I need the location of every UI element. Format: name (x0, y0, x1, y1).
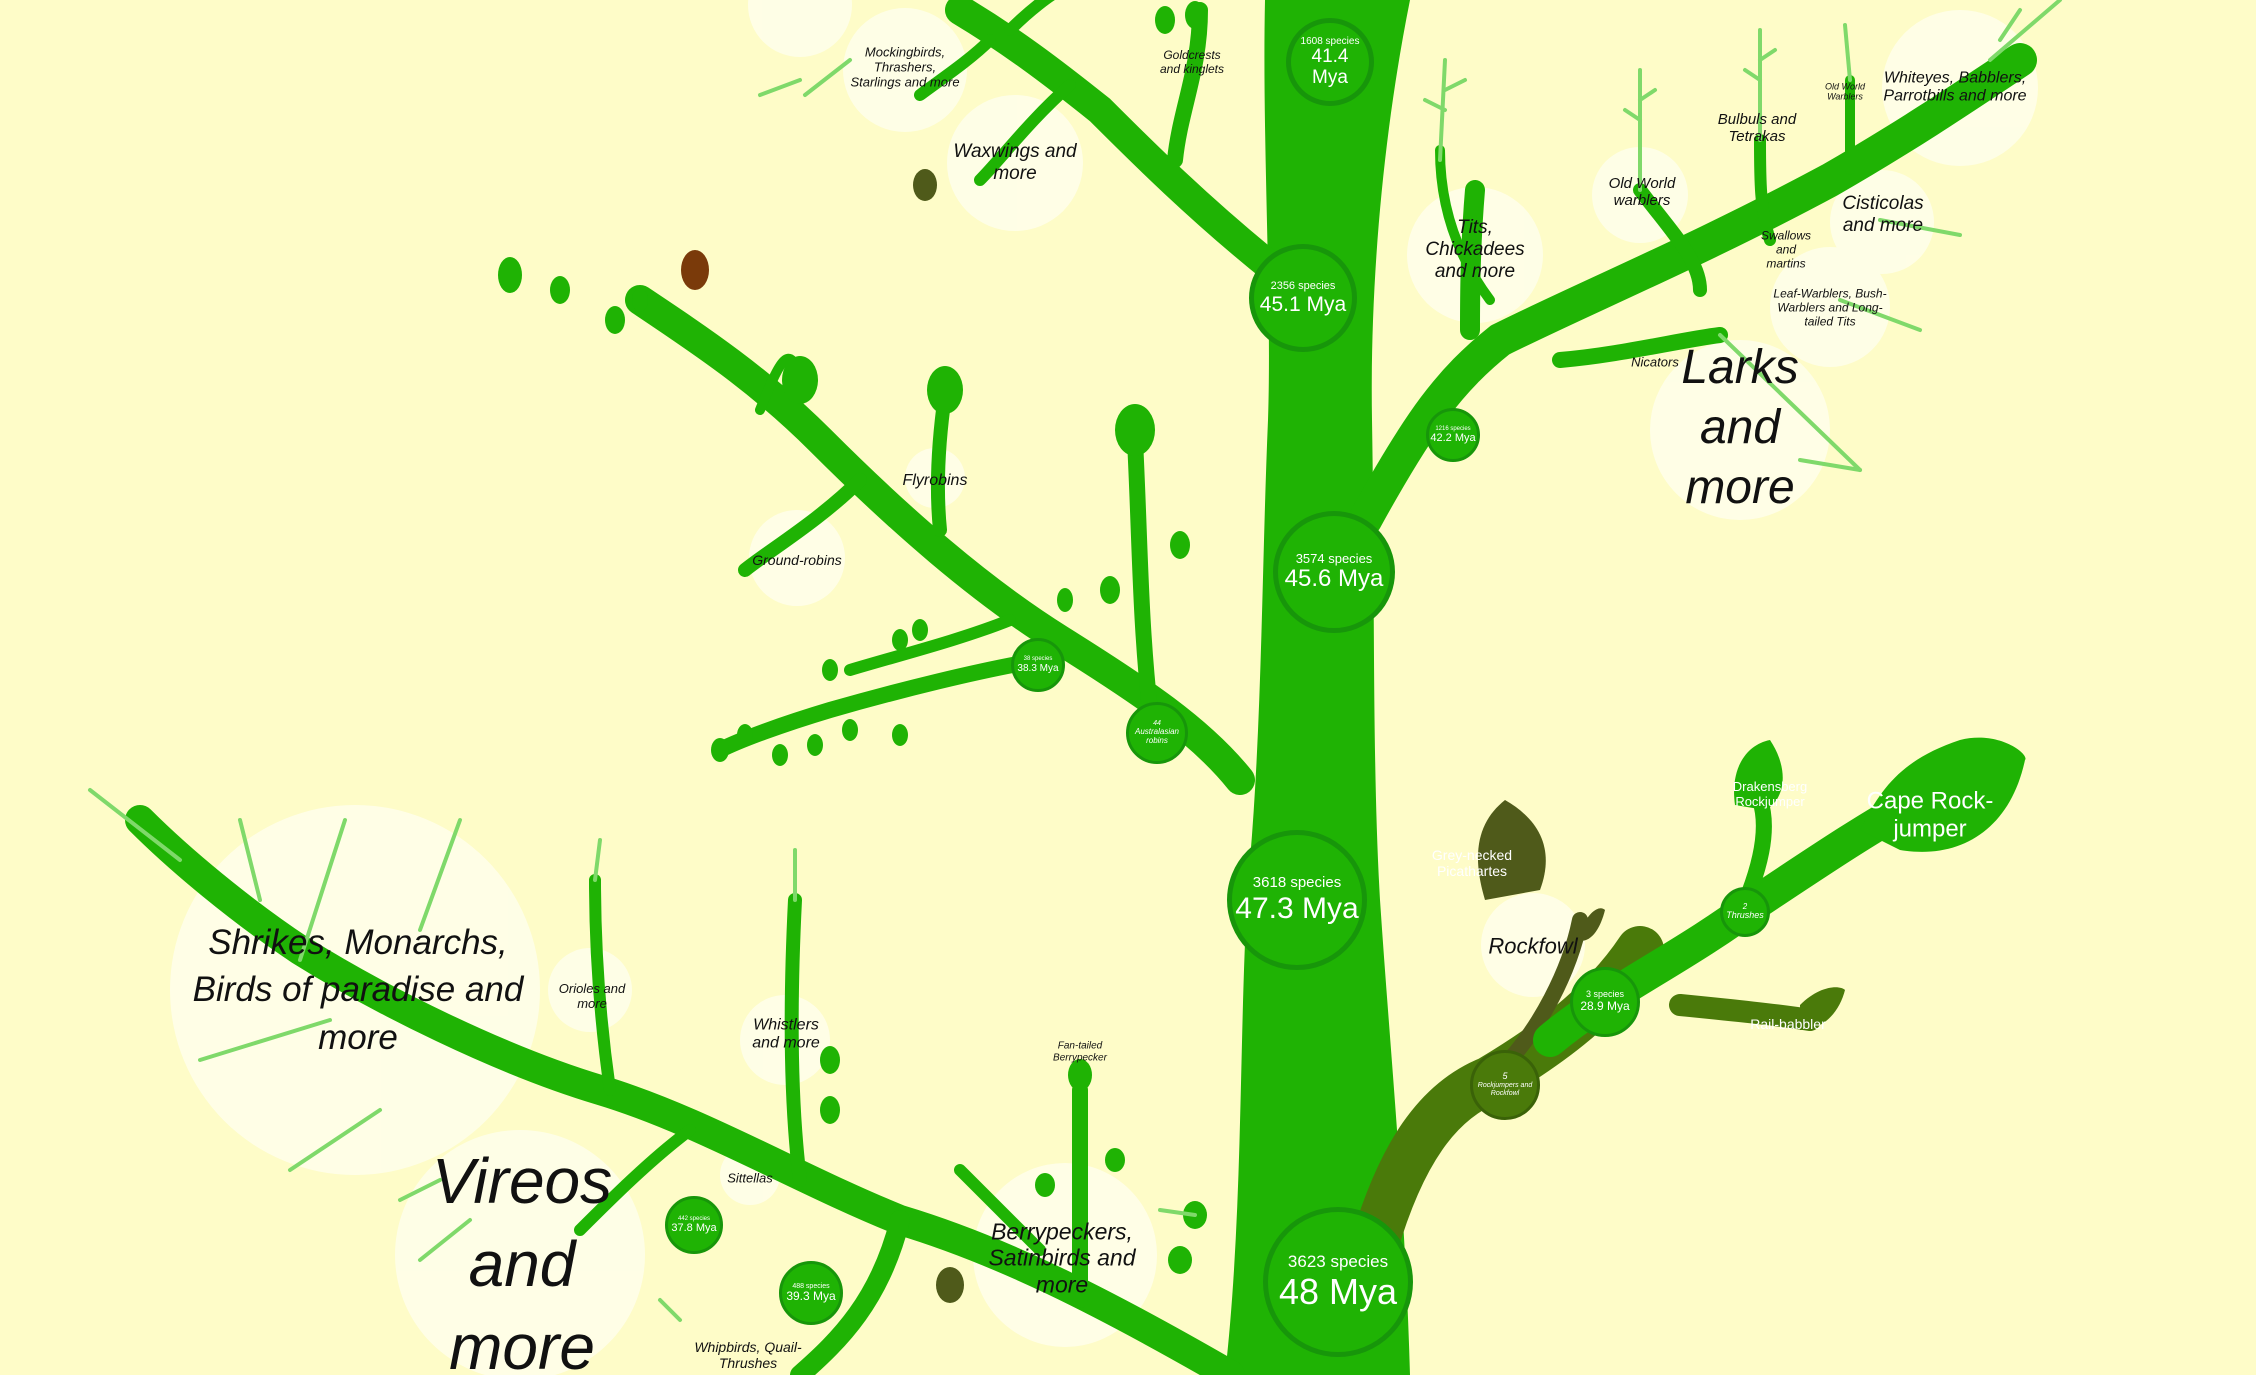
leaf-drakensberg (1734, 740, 1783, 810)
halo-orioles (548, 948, 632, 1032)
leaf-railbabbler (1800, 987, 1845, 1030)
label-cape[interactable]: Cape Rock-jumper (1866, 787, 1994, 842)
node-422[interactable]: 1216 species 42.2 Mya (1426, 408, 1480, 462)
label-nicators[interactable]: Nicators (1631, 354, 1679, 370)
label-cisticolas[interactable]: Cisticolas and more (1842, 193, 1924, 236)
node-48-mya: 48 Mya (1278, 1270, 1398, 1312)
label-railbabbler[interactable]: Rail-babbler (1750, 1015, 1826, 1032)
halo-vireos (395, 1130, 645, 1375)
node-378[interactable]: 442 species 37.8 Mya (665, 1196, 723, 1254)
node-456-mya: 45.6 Mya (1284, 564, 1384, 592)
node-44-mya: Australasian robins (1134, 727, 1180, 745)
label-vireos[interactable]: Vireos and more (431, 1145, 613, 1375)
leaves (498, 1, 2026, 1303)
label-swallows[interactable]: Swallows and martins (1760, 228, 1811, 270)
halo-mockingbirds (843, 8, 967, 132)
node-456[interactable]: 3574 species 45.6 Mya (1273, 511, 1395, 633)
label-fantailed[interactable]: Fan-tailed Berrypecker (1053, 1040, 1107, 1064)
label-orioles[interactable]: Orioles and more (558, 981, 626, 1011)
node-47-species: 3618 species (1252, 874, 1342, 892)
label-mockingbirds[interactable]: Mockingbirds, Thrashers, Starlings and m… (850, 44, 960, 90)
node-414-species: 1608 species (1300, 35, 1360, 47)
node-47-mya: 47.3 Mya (1235, 891, 1359, 925)
node-2[interactable]: 2 Thrushes (1720, 887, 1770, 937)
halo-leafwarblers (1770, 247, 1890, 367)
label-oldworld[interactable]: Old World warblers (1608, 174, 1676, 209)
node-2-mya: Thrushes (1726, 910, 1764, 921)
label-whiteyes[interactable]: Whiteyes, Babblers, Parrotbills and more (1883, 69, 2027, 105)
label-leafwarblers[interactable]: Leaf-Warblers, Bush-Warblers and Long-ta… (1773, 286, 1887, 328)
node-383-species: 38 species (1023, 656, 1053, 663)
label-shrikes[interactable]: Shrikes, Monarchs, Birds of paradise and… (192, 923, 524, 1057)
node-289-mya: 28.9 Mya (1580, 999, 1630, 1014)
label-groundrobins[interactable]: Ground-robins (752, 551, 842, 568)
halo-groundrobins (749, 510, 845, 606)
halo-waxwings (947, 95, 1083, 231)
label-drakensberg[interactable]: Drakensberg Rockjumper (1732, 779, 1808, 809)
node-383[interactable]: 38 species 38.3 Mya (1011, 638, 1065, 692)
leaf-greynecked (1477, 800, 1546, 900)
node-2-species: 2 (1742, 901, 1748, 911)
node-378-species: 442 species (677, 1215, 711, 1222)
node-48-species: 3623 species (1287, 1251, 1389, 1271)
twigs (88, 0, 2062, 1322)
label-greynecked[interactable]: Grey-necked Picathartes (1431, 846, 1513, 879)
node-44-species: 44 (1153, 720, 1161, 728)
label-sittellas[interactable]: Sittellas (727, 1170, 773, 1186)
node-5-mya: Rockjumpers and Rockfowl (1477, 1082, 1533, 1097)
node-422-species: 1216 species (1435, 425, 1471, 432)
node-456-species: 3574 species (1295, 550, 1373, 566)
node-48[interactable]: 3623 species 48 Mya (1263, 1207, 1413, 1357)
halo-top-left (748, 0, 852, 57)
branches (125, 0, 2037, 1375)
label-larks[interactable]: Larks and more (1681, 341, 1799, 514)
label-rockfowl[interactable]: Rockfowl (1488, 933, 1578, 959)
node-5[interactable]: 5 Rockjumpers and Rockfowl (1470, 1050, 1540, 1120)
label-bulbuls[interactable]: Bulbuls and Tetrakas (1717, 110, 1797, 145)
node-393[interactable]: 488 species 39.3 Mya (779, 1261, 843, 1325)
leaf-rockfowl (1575, 908, 1605, 941)
node-289[interactable]: 3 species 28.9 Mya (1570, 967, 1640, 1037)
node-47[interactable]: 3618 species 47.3 Mya (1227, 830, 1367, 970)
node-393-species: 488 species (792, 1282, 830, 1290)
label-flyrobins[interactable]: Flyrobins (902, 471, 968, 489)
label-whipbirds[interactable]: Whipbirds, Quail-Thrushes (694, 1338, 802, 1371)
label-oldworld-small[interactable]: Old World Warblers (1824, 81, 1865, 102)
node-451-mya: 45.1 Mya (1259, 292, 1347, 316)
node-383-mya: 38.3 Mya (1017, 662, 1059, 674)
node-289-species: 3 species (1585, 989, 1625, 1000)
label-tits[interactable]: Tits, Chickadees and more (1425, 217, 1525, 282)
node-414-mya: 41.4 Mya (1311, 45, 1349, 88)
label-waxwings[interactable]: Waxwings and more (953, 141, 1077, 184)
node-422-mya: 42.2 Mya (1430, 432, 1476, 445)
node-378-mya: 37.8 Mya (671, 1222, 717, 1235)
node-451-species: 2356 species (1270, 280, 1336, 293)
node-393-mya: 39.3 Mya (786, 1289, 836, 1304)
halo-larks (1650, 340, 1830, 520)
label-goldcrests[interactable]: Goldcrests and kinglets (1159, 48, 1225, 76)
trunk (1225, 0, 1410, 1375)
node-451[interactable]: 2356 species 45.1 Mya (1249, 244, 1357, 352)
leaf-cape (1860, 737, 2026, 852)
label-berrypeckers[interactable]: Berrypeckers, Satinbirds and more (988, 1218, 1136, 1298)
node-5-species: 5 (1502, 1071, 1508, 1082)
node-414[interactable]: 1608 species 41.4 Mya (1286, 18, 1374, 106)
node-44[interactable]: 44 Australasian robins (1126, 702, 1188, 764)
label-whistlers[interactable]: Whistlers and more (752, 1016, 820, 1052)
leaf-brown (681, 250, 709, 290)
